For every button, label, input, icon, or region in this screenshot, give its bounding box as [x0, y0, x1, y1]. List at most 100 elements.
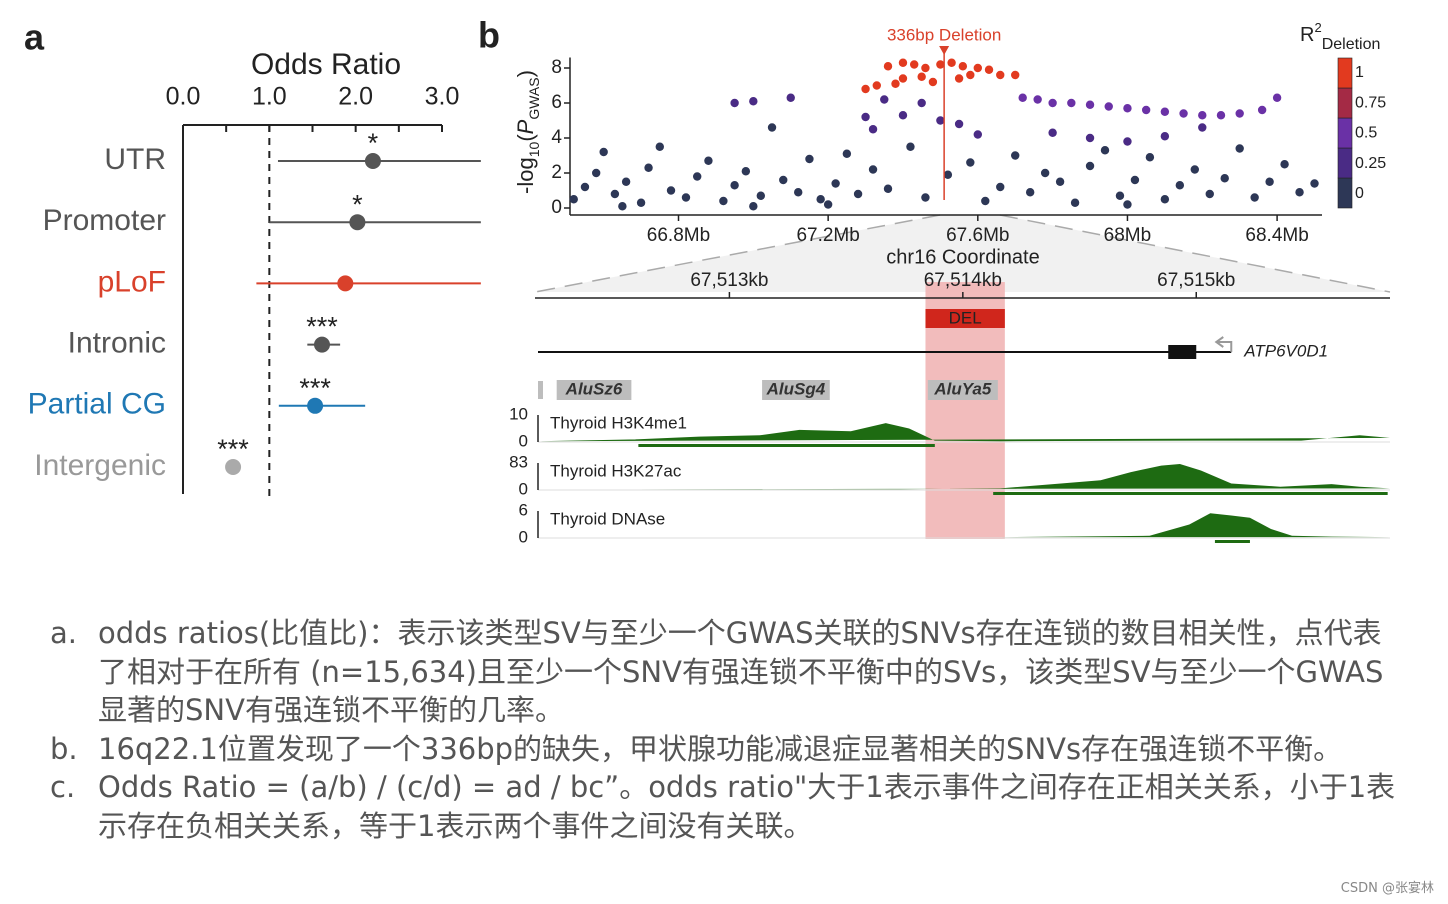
snv-point — [741, 167, 751, 176]
track-label: Thyroid DNAse — [550, 509, 665, 528]
snv-point — [1205, 189, 1214, 199]
y-tick-label: 8 — [551, 57, 562, 78]
snv-point — [1070, 198, 1080, 207]
snv-point — [1048, 128, 1057, 137]
colorbar-title: R2Deletion — [1300, 20, 1380, 53]
category-label: UTR — [104, 143, 166, 176]
estimate-dot — [313, 336, 330, 353]
category-label: Intronic — [68, 327, 166, 360]
gene-label: ATP6V0D1 — [1243, 341, 1328, 360]
x-tick-label: 68.4Mb — [1245, 225, 1308, 246]
snv-point — [917, 98, 926, 108]
category-label: Partial CG — [28, 388, 166, 421]
snv-point — [655, 142, 664, 151]
deletion-label: DEL — [949, 308, 982, 327]
snv-point — [981, 196, 990, 206]
repeat-box — [762, 380, 830, 400]
snv-point — [621, 177, 631, 186]
snv-point — [1160, 107, 1170, 116]
y-axis-title-part: 10 — [526, 141, 542, 157]
snv-point — [1141, 105, 1151, 115]
estimate-dot — [337, 275, 354, 292]
figure: a b Odds Ratio 0.0 1.0 2.0 3.0 UTR * Promoter * p… — [24, 15, 1391, 546]
snv-point — [1175, 181, 1185, 190]
zoom-region — [535, 215, 1390, 292]
y-tick-label: 6 — [551, 92, 562, 113]
gene-exon — [1168, 345, 1197, 359]
snv-point — [954, 119, 964, 129]
snv-point — [943, 170, 953, 179]
snv-point — [1257, 105, 1267, 115]
snv-point — [1160, 132, 1170, 141]
colorbar-tick-label: 1 — [1355, 64, 1364, 81]
snv-point — [1011, 70, 1020, 80]
snv-point — [1025, 188, 1035, 197]
snv-point — [749, 202, 758, 211]
snv-point — [966, 70, 975, 80]
colorbar-tick-label: 0.75 — [1355, 94, 1386, 111]
snv-point — [1011, 151, 1020, 160]
annotation: 336bp Deletion — [887, 25, 1001, 44]
track-tick-label: 0 — [519, 479, 528, 498]
caption-item: a. odds ratios(比值比)：表示该类型SV与至少一个GWAS关联的SN… — [50, 614, 1410, 730]
repeat-box — [556, 380, 632, 400]
y-tick-label: 2 — [551, 162, 562, 183]
caption-marker: c. — [50, 770, 76, 804]
snv-point — [805, 154, 814, 164]
caption-text: 16q22.1位置发现了一个336bp的缺失，甲状腺功能减退症显著相关的SNVs… — [98, 731, 1343, 766]
snv-point — [861, 84, 870, 94]
snv-point — [947, 58, 956, 67]
y-axis-title-part: P — [513, 119, 538, 134]
snv-point — [973, 63, 983, 73]
category-label: Intergenic — [34, 449, 166, 482]
colorbar-tick-label: 0.25 — [1355, 155, 1386, 172]
snv-point — [921, 193, 930, 202]
snv-point — [996, 182, 1005, 192]
snv-point — [1085, 100, 1095, 109]
snv-point — [880, 95, 889, 104]
snv-point — [610, 189, 620, 199]
zoom-line — [534, 214, 941, 293]
caption-text: odds ratios(比值比)：表示该类型SV与至少一个GWAS关联的SNVs… — [98, 616, 1384, 727]
x-tick-label: 67,515kb — [1157, 270, 1235, 291]
snv-point — [842, 149, 852, 158]
x-tick-label: 2.0 — [338, 83, 373, 111]
track-tick-label: 0 — [519, 527, 528, 546]
zoom-line — [999, 214, 1391, 293]
snv-point — [1048, 98, 1057, 108]
snv-point — [1280, 160, 1289, 169]
repeat-box — [927, 380, 998, 400]
peak-bar — [638, 444, 935, 447]
snv-point — [1123, 200, 1132, 209]
significance-label: *** — [306, 312, 338, 342]
snv-point — [704, 156, 713, 165]
y-axis-title-part: -log — [513, 157, 538, 194]
track-label: Thyroid H3K4me1 — [550, 413, 687, 432]
estimate-dot — [364, 153, 381, 169]
snv-point — [906, 142, 915, 151]
snv-point — [883, 62, 893, 71]
signal-area — [538, 423, 1390, 442]
peak-bar — [1214, 540, 1250, 543]
repeat-box — [538, 381, 543, 399]
snv-point — [569, 195, 578, 204]
track-tick-label: 6 — [519, 500, 528, 519]
track-tick-label: 83 — [509, 452, 528, 471]
snv-point — [1067, 98, 1076, 108]
snv-point — [861, 112, 870, 122]
snv-point — [1123, 137, 1132, 146]
snv-point — [580, 182, 590, 192]
x-tick-label: 66.8Mb — [647, 225, 710, 246]
colorbar-segment — [1337, 117, 1353, 149]
snv-point — [966, 158, 975, 167]
snv-point — [1123, 104, 1132, 113]
snv-point — [891, 79, 900, 88]
colorbar-segment — [1337, 147, 1353, 179]
x-tick-label: 67.6Mb — [946, 225, 1009, 246]
snv-point — [779, 175, 788, 185]
snv-point — [1085, 133, 1095, 143]
snv-point — [1145, 153, 1155, 162]
x-axis-title: chr16 Coordinate — [886, 246, 1039, 268]
x-tick-label: 68Mb — [1104, 225, 1152, 246]
repeat-label: AluSg4 — [766, 379, 826, 398]
